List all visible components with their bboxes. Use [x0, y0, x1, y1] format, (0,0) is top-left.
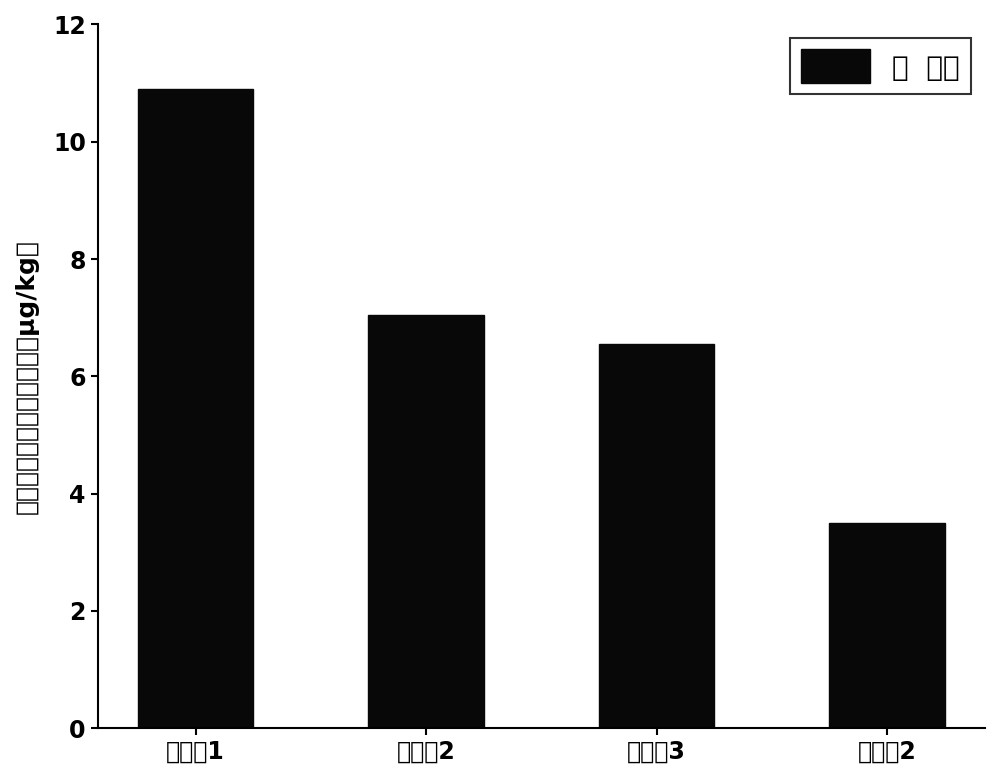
Y-axis label: 自由溶解态的氟虫脻浓度（μg/kg）: 自由溶解态的氟虫脻浓度（μg/kg） — [15, 239, 39, 514]
Legend: 氟  虫脻: 氟 虫脻 — [790, 38, 971, 94]
Bar — [368, 315, 484, 728]
Bar — [599, 344, 714, 728]
Bar — [829, 523, 945, 728]
Bar — [138, 89, 253, 728]
